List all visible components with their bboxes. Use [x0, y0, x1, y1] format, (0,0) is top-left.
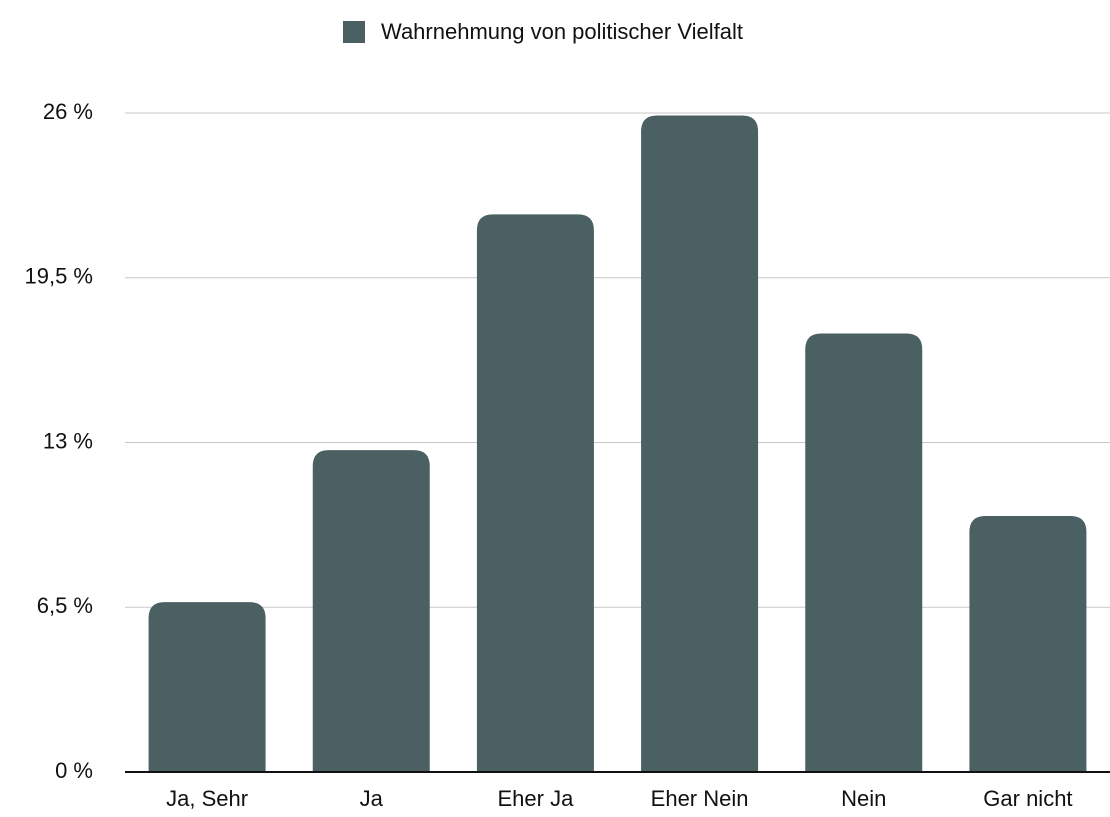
y-tick-label: 19,5 %: [25, 264, 94, 289]
legend-swatch: [343, 21, 365, 43]
y-tick-label: 0 %: [55, 758, 93, 783]
x-tick-label: Gar nicht: [983, 786, 1072, 811]
bar: [476, 214, 594, 772]
x-tick-label: Ja: [360, 786, 384, 811]
bar: [969, 516, 1087, 772]
y-tick-label: 6,5 %: [37, 593, 93, 618]
x-tick-label: Ja, Sehr: [166, 786, 248, 811]
x-tick-label: Eher Ja: [498, 786, 575, 811]
legend-label: Wahrnehmung von politischer Vielfalt: [381, 19, 743, 44]
bar: [641, 115, 759, 773]
bar: [805, 333, 923, 772]
y-tick-label: 13 %: [43, 428, 93, 453]
x-tick-label: Eher Nein: [651, 786, 749, 811]
y-tick-label: 26 %: [43, 99, 93, 124]
x-tick-label: Nein: [841, 786, 886, 811]
bar: [148, 602, 266, 772]
bar: [312, 450, 430, 772]
